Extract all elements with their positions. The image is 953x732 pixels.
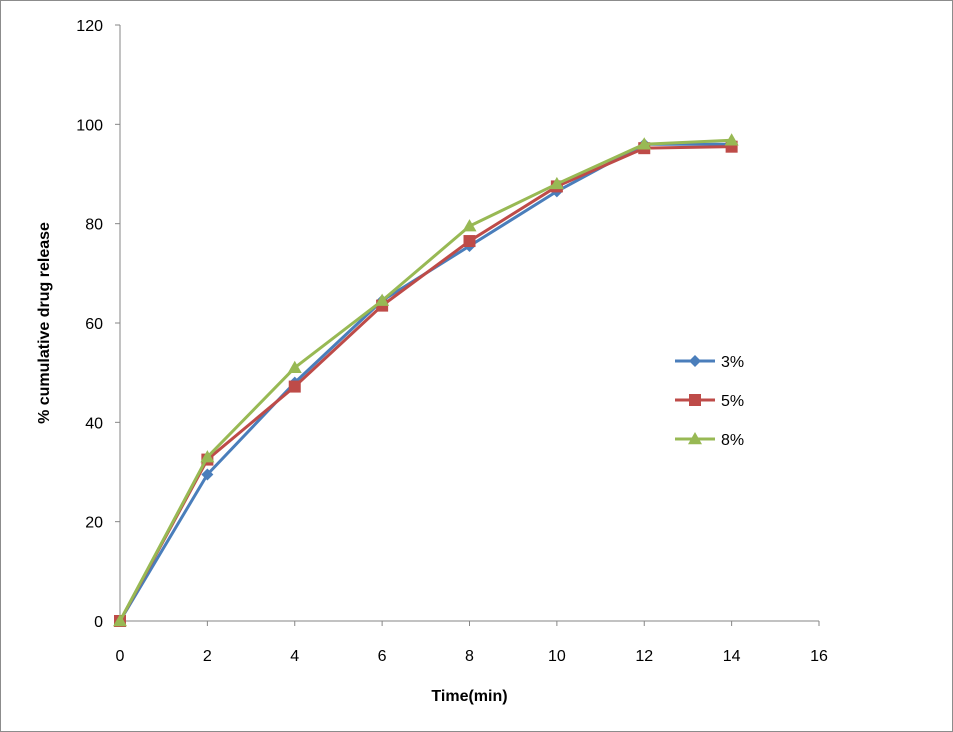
y-tick-label: 0 (94, 614, 103, 631)
series-line (118, 142, 732, 622)
y-tick-label: 80 (85, 217, 103, 234)
legend-item: 8% (675, 432, 744, 449)
y-tick-label: 60 (85, 316, 103, 333)
data-point (463, 235, 476, 248)
data-point (724, 133, 739, 146)
y-tick-label: 120 (76, 18, 103, 35)
legend-marker (688, 432, 702, 445)
data-point (287, 360, 302, 373)
x-tick-label: 4 (290, 648, 299, 665)
y-tick-label: 20 (85, 515, 103, 532)
x-tick-label: 2 (203, 648, 212, 665)
x-tick-label: 10 (548, 648, 566, 665)
data-point (375, 293, 390, 306)
data-point (113, 614, 127, 627)
x-tick-label: 8 (465, 648, 474, 665)
legend-label: 3% (721, 354, 744, 371)
data-point (201, 468, 214, 481)
y-axis-title: % cumulative drug release (36, 222, 53, 424)
legend-label: 5% (721, 393, 744, 410)
series-3 (113, 133, 739, 627)
legend-item: 3% (675, 354, 744, 371)
y-tick-label: 40 (85, 415, 103, 432)
y-tick-label: 100 (76, 117, 103, 134)
x-axis-title: Time(min) (431, 688, 507, 705)
x-tick-label: 12 (635, 648, 653, 665)
legend-item: 5% (675, 393, 744, 410)
legend: 3% 5% 8% (675, 354, 744, 449)
x-tick-label: 16 (810, 648, 828, 665)
series-1 (114, 138, 738, 627)
series-line (118, 145, 732, 622)
legend-marker (689, 394, 701, 406)
data-point (200, 450, 215, 463)
series-layer (113, 133, 739, 627)
data-point (637, 137, 652, 150)
axes: 0 20 40 60 80 100 120 0 2 4 6 8 10 12 14 16 (76, 18, 828, 665)
data-point (549, 176, 564, 190)
series-2 (114, 140, 738, 627)
data-point (462, 219, 477, 232)
series-line (118, 138, 732, 622)
x-tick-label: 6 (378, 648, 387, 665)
legend-marker (689, 355, 701, 367)
x-tick-label: 14 (723, 648, 741, 665)
data-point (288, 380, 301, 393)
legend-label: 8% (721, 432, 744, 449)
x-tick-label: 0 (116, 648, 125, 665)
